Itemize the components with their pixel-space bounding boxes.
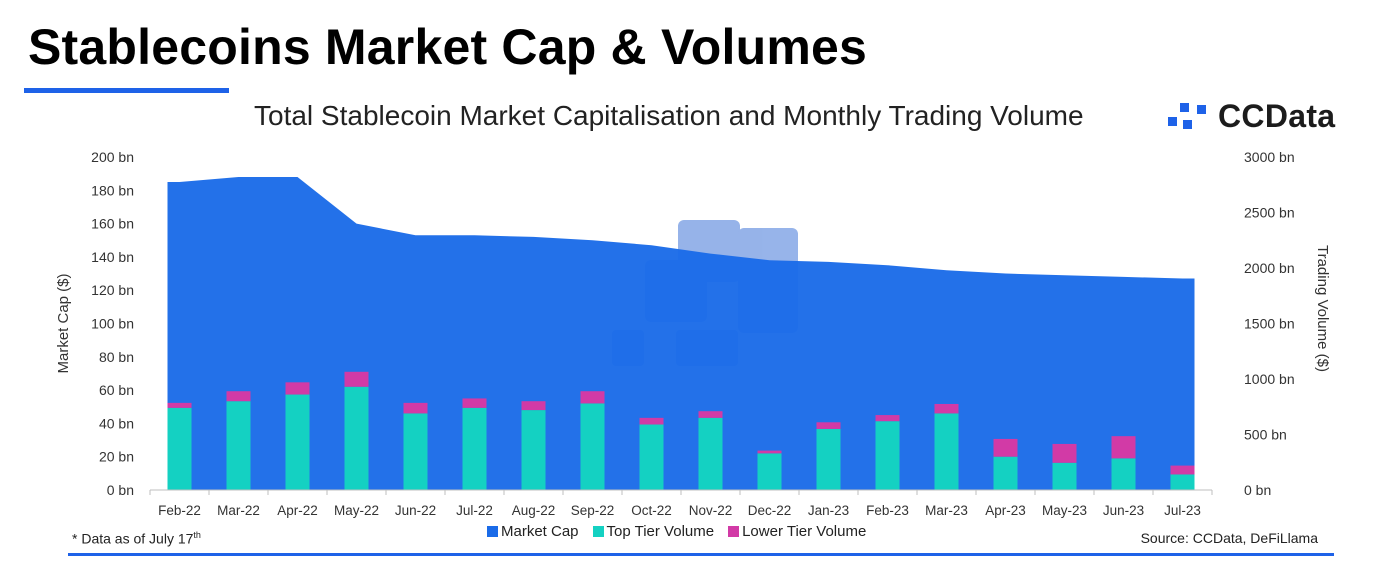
bottom-rule [68, 553, 1334, 556]
y-left-tick-label: 120 bn [91, 282, 134, 298]
x-tick-label: Mar-23 [925, 503, 968, 518]
footnote: * Data as of July 17th [72, 530, 201, 547]
bar-top-tier-May-22 [344, 386, 369, 490]
bar-top-tier-Jun-23 [1111, 458, 1136, 490]
x-tick-label: Jan-23 [808, 503, 849, 518]
bar-lower-tier-Jun-23 [1111, 436, 1136, 459]
y-left-tick-label: 20 bn [99, 449, 134, 465]
x-tick-label: Nov-22 [689, 503, 733, 518]
bar-top-tier-Sep-22 [580, 403, 605, 490]
bar-top-tier-May-23 [1052, 462, 1077, 490]
footnote-text: * Data as of July 17 [72, 530, 194, 547]
y-left-tick-label: 100 bn [91, 316, 134, 332]
page-title: Stablecoins Market Cap & Volumes [28, 19, 868, 75]
x-tick-label: Feb-23 [866, 503, 909, 518]
x-tick-label: Sep-22 [571, 503, 615, 518]
y-right-tick-label: 2000 bn [1244, 260, 1295, 276]
legend-swatch-top-tier [592, 526, 604, 537]
y-left-tick-label: 140 bn [91, 249, 134, 265]
bar-top-tier-Aug-22 [521, 410, 546, 490]
bar-top-tier-Dec-22 [757, 453, 782, 490]
bar-lower-tier-Dec-22 [757, 450, 782, 454]
legend-item-lower-tier: Lower Tier Volume [728, 523, 866, 540]
bar-lower-tier-Jun-22 [403, 402, 428, 414]
source-note: Source: CCData, DeFiLlama [1140, 530, 1318, 546]
bar-top-tier-Oct-22 [639, 424, 664, 490]
y-left-tick-label: 40 bn [99, 415, 134, 431]
bar-top-tier-Feb-23 [875, 421, 900, 490]
bar-lower-tier-May-22 [344, 371, 369, 387]
footnote-sup: th [193, 530, 201, 540]
legend-swatch-market-cap [487, 526, 498, 537]
bar-lower-tier-Mar-23 [934, 403, 959, 414]
legend-label-top-tier: Top Tier Volume [606, 523, 715, 540]
brand-logo: CCData [1166, 98, 1335, 134]
title-underline [24, 88, 229, 93]
chart-title: Total Stablecoin Market Capitalisation a… [254, 100, 1084, 131]
legend-label-lower-tier: Lower Tier Volume [742, 523, 867, 540]
bar-top-tier-Feb-22 [167, 407, 192, 490]
bar-lower-tier-Mar-22 [226, 391, 251, 402]
bar-lower-tier-Apr-22 [285, 382, 310, 395]
y-right-tick-label: 500 bn [1244, 427, 1287, 443]
x-tick-label: Jun-22 [395, 503, 436, 518]
legend-swatch-lower-tier [728, 526, 740, 537]
y-right-tick-label: 1500 bn [1244, 316, 1295, 332]
y-left-axis-title: Market Cap ($) [55, 273, 72, 373]
legend-label-market-cap: Market Cap [501, 523, 579, 540]
bar-lower-tier-Apr-23 [993, 438, 1018, 457]
x-tick-label: Oct-22 [631, 503, 672, 518]
bar-lower-tier-Nov-22 [698, 411, 723, 418]
x-tick-label: Apr-22 [277, 503, 318, 518]
x-tick-label: Dec-22 [748, 503, 792, 518]
bar-lower-tier-Aug-22 [521, 401, 546, 411]
x-tick-label: Jul-22 [456, 503, 493, 518]
y-right-tick-label: 2500 bn [1244, 205, 1295, 221]
y-left-tick-label: 0 bn [107, 482, 134, 498]
y-left-tick-label: 180 bn [91, 182, 134, 198]
bar-lower-tier-Jul-22 [462, 398, 487, 408]
bar-lower-tier-Jul-23 [1170, 465, 1195, 475]
x-tick-label: May-23 [1042, 503, 1087, 518]
legend: Market Cap Top Tier Volume Lower Tier Vo… [487, 523, 880, 540]
bar-lower-tier-Sep-22 [580, 391, 605, 404]
bar-top-tier-Apr-22 [285, 394, 310, 490]
y-left-tick-label: 160 bn [91, 216, 134, 232]
legend-item-top-tier: Top Tier Volume [592, 523, 715, 540]
bar-lower-tier-Jan-23 [816, 422, 841, 429]
bar-top-tier-Mar-23 [934, 413, 959, 490]
x-tick-label: Feb-22 [158, 503, 201, 518]
x-tick-label: Jun-23 [1103, 503, 1144, 518]
stablecoin-chart: Feb-22 Mar-22 Apr-22 May-22 Jun-22 Jul-22 Aug-… [55, 149, 1331, 518]
y-right-tick-label: 1000 bn [1244, 371, 1295, 387]
y-left-tick-label: 200 bn [91, 149, 134, 165]
x-tick-label: Apr-23 [985, 503, 1026, 518]
y-right-tick-label: 0 bn [1244, 482, 1271, 498]
x-tick-label: Aug-22 [512, 503, 556, 518]
x-tick-label: Jul-23 [1164, 503, 1201, 518]
y-left-tick-label: 60 bn [99, 382, 134, 398]
bar-top-tier-Jul-23 [1170, 474, 1195, 490]
y-left-tick-label: 80 bn [99, 349, 134, 365]
brand-name: CCData [1218, 97, 1336, 134]
x-tick-label: Mar-22 [217, 503, 260, 518]
bar-top-tier-Jan-23 [816, 428, 841, 490]
y-right-axis-title: Trading Volume ($) [1314, 245, 1331, 372]
x-tick-label: May-22 [334, 503, 379, 518]
bar-lower-tier-Feb-23 [875, 415, 900, 422]
bar-top-tier-Apr-23 [993, 456, 1018, 490]
bar-top-tier-Jul-22 [462, 407, 487, 490]
legend-item-market-cap: Market Cap [487, 523, 579, 540]
bar-top-tier-Jun-22 [403, 413, 428, 490]
y-right-tick-label: 3000 bn [1244, 149, 1295, 165]
bar-lower-tier-Oct-22 [639, 417, 664, 425]
bar-top-tier-Nov-22 [698, 417, 723, 490]
bar-lower-tier-May-23 [1052, 443, 1077, 463]
ccdata-logo-icon [1168, 103, 1206, 129]
bar-top-tier-Mar-22 [226, 401, 251, 490]
bar-lower-tier-Feb-22 [167, 402, 192, 408]
